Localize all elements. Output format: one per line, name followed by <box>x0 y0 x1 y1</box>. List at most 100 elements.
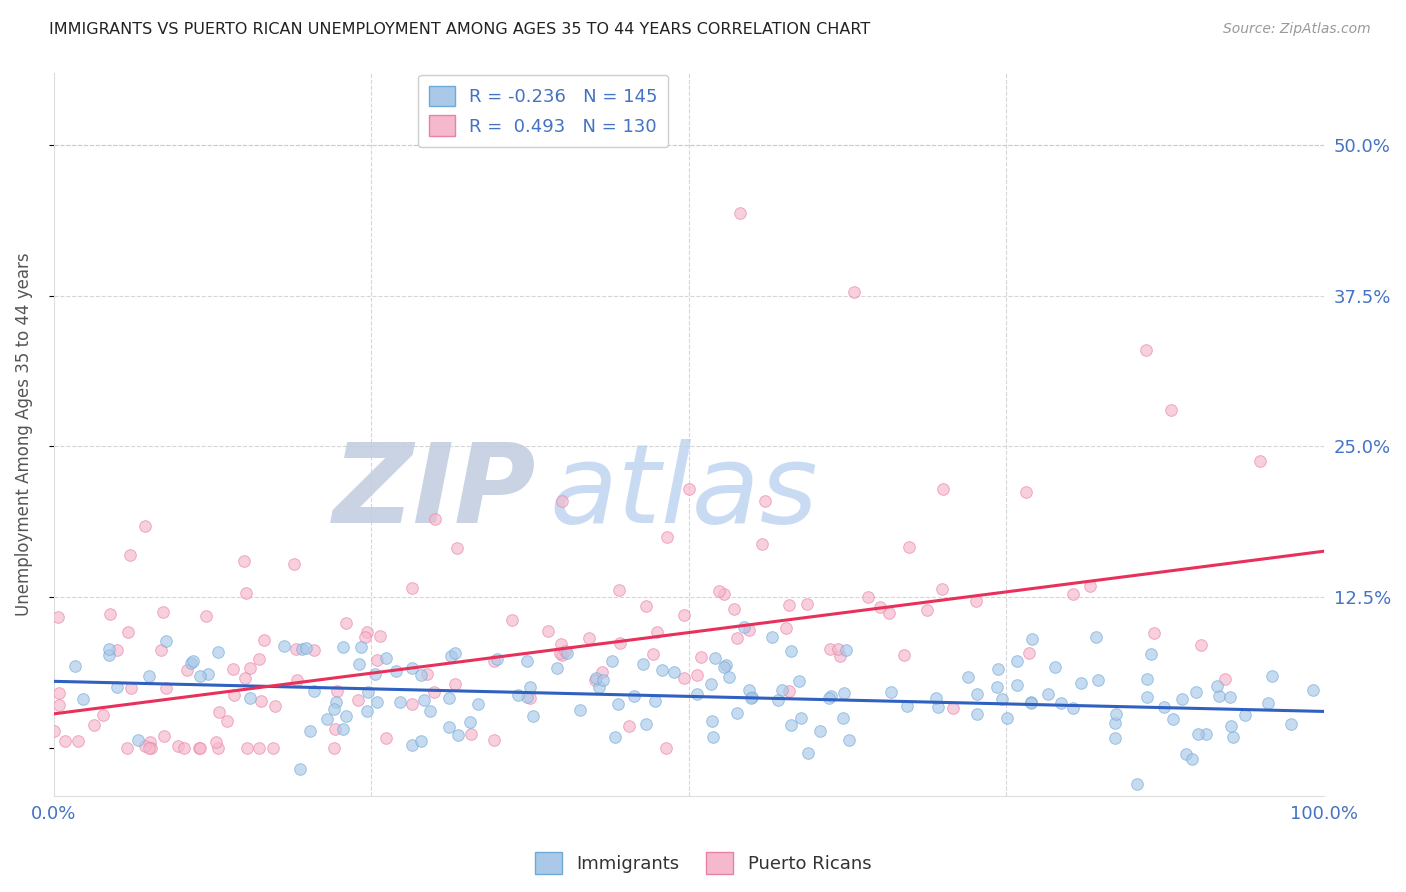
Point <box>834 686 856 700</box>
Point <box>583 673 606 688</box>
Point <box>1104 731 1126 746</box>
Point <box>1036 687 1059 701</box>
Legend: R = -0.236   N = 145, R =  0.493   N = 130: R = -0.236 N = 145, R = 0.493 N = 130 <box>419 75 668 147</box>
Point <box>986 680 1008 694</box>
Point <box>991 692 1014 706</box>
Point <box>295 640 318 655</box>
Text: Source: ZipAtlas.com: Source: ZipAtlas.com <box>1223 22 1371 37</box>
Point <box>831 711 853 725</box>
Point <box>152 605 174 619</box>
Point <box>423 511 446 525</box>
Point <box>995 711 1018 725</box>
Point <box>751 537 773 551</box>
Point <box>591 665 613 680</box>
Point <box>353 630 375 644</box>
Point <box>217 714 239 728</box>
Point <box>411 734 433 748</box>
Point <box>299 723 322 738</box>
Point <box>1161 713 1184 727</box>
Point <box>550 637 572 651</box>
Point <box>207 740 229 755</box>
Point <box>444 677 467 691</box>
Point <box>332 722 354 736</box>
Text: ZIP: ZIP <box>333 439 537 546</box>
Point <box>1222 730 1244 744</box>
Point <box>1062 587 1084 601</box>
Point <box>247 652 270 666</box>
Point <box>516 654 538 668</box>
Point <box>350 640 373 654</box>
Point <box>97 642 120 657</box>
Point <box>738 623 761 637</box>
Point <box>808 723 831 738</box>
Point <box>1104 715 1126 730</box>
Point <box>283 558 305 572</box>
Point <box>273 639 295 653</box>
Point <box>834 642 856 657</box>
Point <box>484 733 506 747</box>
Point <box>48 686 70 700</box>
Point <box>419 704 441 718</box>
Point <box>778 683 800 698</box>
Point <box>592 673 614 688</box>
Point <box>235 740 257 755</box>
Point <box>966 706 988 721</box>
Point <box>942 701 965 715</box>
Point <box>655 740 678 755</box>
Point <box>368 628 391 642</box>
Point <box>956 670 979 684</box>
Point <box>820 689 842 703</box>
Point <box>588 680 610 694</box>
Y-axis label: Unemployment Among Ages 35 to 44 years: Unemployment Among Ages 35 to 44 years <box>15 252 32 616</box>
Point <box>224 688 246 702</box>
Point <box>655 530 678 544</box>
Point <box>1219 690 1241 704</box>
Point <box>1206 680 1229 694</box>
Point <box>285 673 308 687</box>
Point <box>323 740 346 755</box>
Point <box>302 643 325 657</box>
Point <box>150 643 173 657</box>
Point <box>686 668 709 682</box>
Point <box>188 740 211 755</box>
Point <box>557 646 579 660</box>
Point <box>188 740 211 755</box>
Point <box>718 670 741 684</box>
Point <box>155 681 177 696</box>
Point <box>1018 646 1040 660</box>
Point <box>537 624 560 638</box>
Point <box>366 696 388 710</box>
Point <box>1181 752 1204 766</box>
Point <box>53 734 76 748</box>
Point <box>641 648 664 662</box>
Point <box>401 582 423 596</box>
Point <box>97 648 120 663</box>
Point <box>290 762 312 776</box>
Point <box>326 683 349 698</box>
Point <box>1136 673 1159 687</box>
Point <box>444 646 467 660</box>
Point <box>796 597 818 611</box>
Point <box>664 665 686 680</box>
Point <box>482 654 505 668</box>
Point <box>264 699 287 714</box>
Point <box>927 699 949 714</box>
Point <box>1189 638 1212 652</box>
Point <box>820 642 842 657</box>
Point <box>897 540 920 554</box>
Point <box>335 709 357 723</box>
Point <box>790 711 813 725</box>
Point <box>827 642 849 657</box>
Point <box>1185 685 1208 699</box>
Point <box>713 659 735 673</box>
Point <box>709 584 731 599</box>
Point <box>152 729 174 743</box>
Point <box>690 650 713 665</box>
Point <box>1175 747 1198 761</box>
Point <box>931 582 953 596</box>
Point <box>437 720 460 734</box>
Point <box>176 663 198 677</box>
Point <box>879 606 901 620</box>
Point <box>966 687 988 701</box>
Point <box>1136 690 1159 704</box>
